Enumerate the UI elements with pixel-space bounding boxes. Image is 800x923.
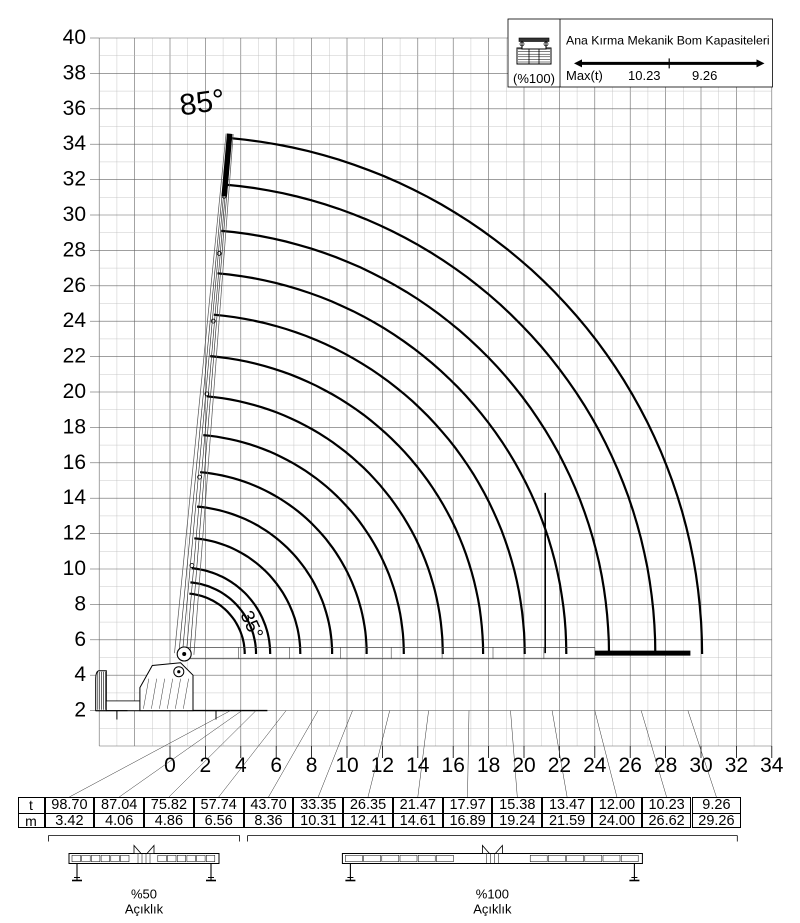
svg-text:Max(t): Max(t) (566, 68, 603, 83)
svg-text:4: 4 (74, 663, 86, 686)
svg-text:32: 32 (63, 168, 86, 191)
svg-text:9.26: 9.26 (692, 68, 717, 83)
svg-text:10.23: 10.23 (628, 68, 661, 83)
svg-text:18: 18 (63, 415, 86, 438)
svg-text:28: 28 (63, 238, 86, 261)
svg-text:26: 26 (63, 274, 86, 297)
svg-text:(%100): (%100) (513, 71, 555, 86)
svg-text:30: 30 (63, 203, 86, 226)
svg-text:2: 2 (74, 699, 86, 722)
svg-text:36: 36 (63, 97, 86, 120)
svg-text:38: 38 (63, 61, 86, 84)
svg-text:85°: 85° (178, 83, 228, 122)
svg-text:Ana Kırma Mekanik Bom Kapasite: Ana Kırma Mekanik Bom Kapasiteleri (566, 34, 770, 48)
svg-text:40: 40 (63, 26, 86, 49)
svg-text:22: 22 (63, 345, 86, 368)
svg-text:24: 24 (63, 309, 87, 332)
svg-text:%50: %50 (131, 887, 157, 902)
svg-text:10: 10 (63, 557, 86, 580)
svg-text:%100: %100 (476, 887, 509, 902)
svg-text:6: 6 (74, 628, 86, 651)
svg-text:14: 14 (63, 486, 87, 509)
svg-text:20: 20 (63, 380, 86, 403)
svg-text:8: 8 (74, 592, 86, 615)
svg-text:16: 16 (63, 451, 86, 474)
svg-text:35°: 35° (235, 608, 266, 643)
svg-text:Açıklık: Açıklık (473, 902, 512, 917)
svg-text:12: 12 (63, 522, 86, 545)
svg-text:34: 34 (63, 132, 87, 155)
svg-text:Açıklık: Açıklık (125, 902, 164, 917)
